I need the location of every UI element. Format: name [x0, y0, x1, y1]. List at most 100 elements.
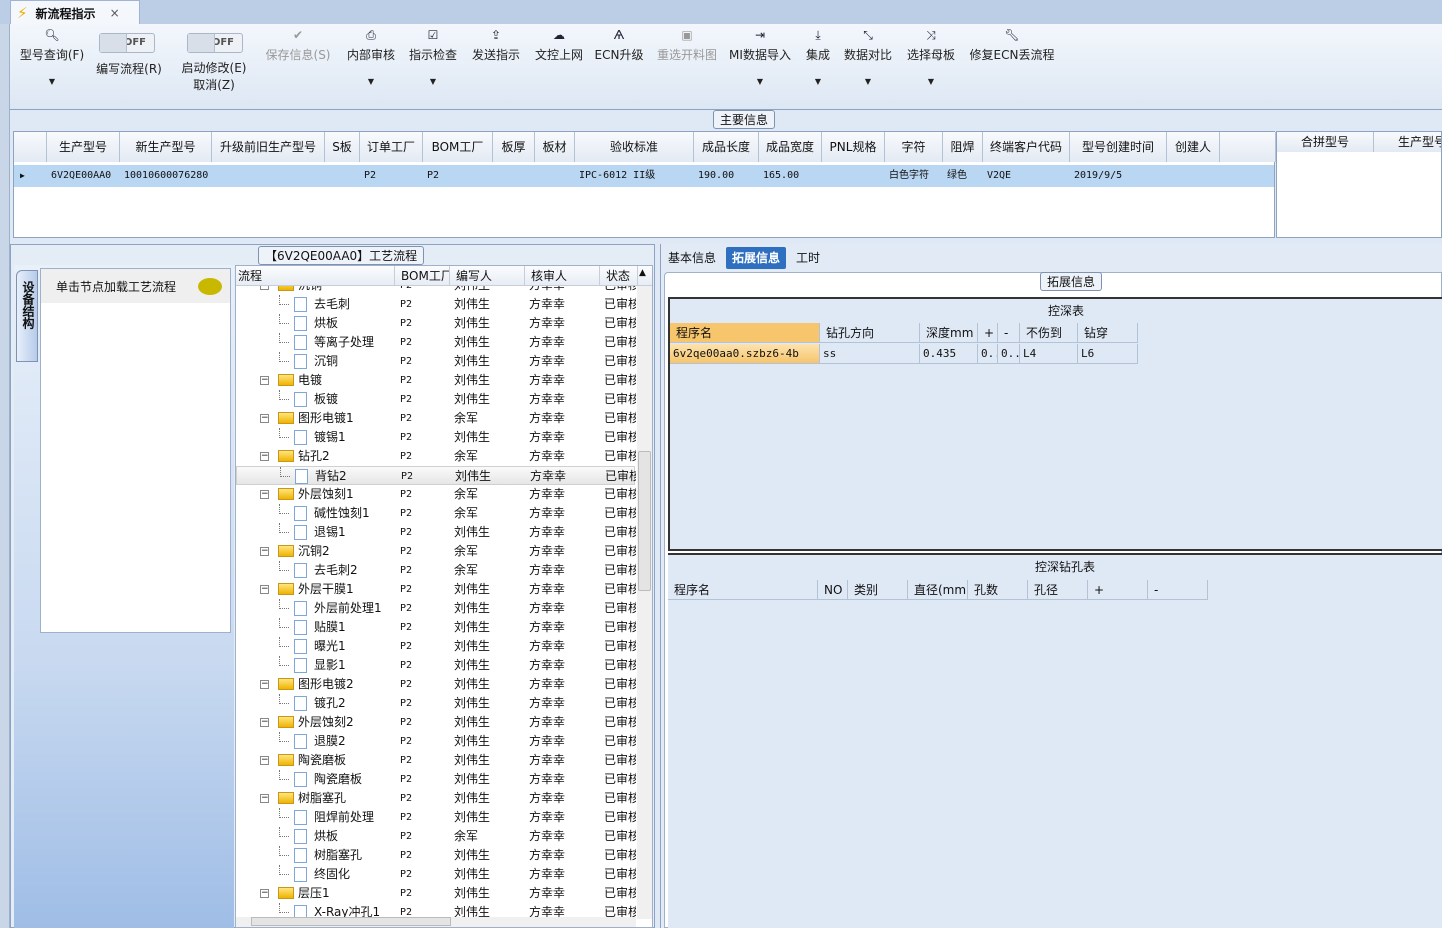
- selected-row[interactable]: [14, 165, 1274, 187]
- compare-button[interactable]: ⤡ 数据对比 ▼: [843, 28, 893, 86]
- column-header[interactable]: 不伤到: [1020, 323, 1078, 343]
- cell[interactable]: 6V2QE00AA0: [51, 170, 112, 181]
- tree-row[interactable]: 去毛刺 P2 刘伟生 方幸幸 已审核: [236, 295, 636, 314]
- collapse-icon[interactable]: −: [260, 679, 269, 689]
- tree-row[interactable]: − 沉铜 P2 刘伟生 方幸幸 已审核: [236, 286, 636, 295]
- column-header[interactable]: 程序名: [670, 323, 820, 343]
- tree-row[interactable]: 终固化 P2 刘伟生 方幸幸 已审核: [236, 865, 636, 884]
- cell[interactable]: 0..: [998, 344, 1020, 364]
- tree-row[interactable]: − 外层蚀刻2 P2 刘伟生 方幸幸 已审核: [236, 713, 636, 732]
- tree-row[interactable]: 烘板 P2 余军 方幸幸 已审核: [236, 827, 636, 846]
- tree-row[interactable]: 贴膜1 P2 刘伟生 方幸幸 已审核: [236, 618, 636, 637]
- tree-row[interactable]: − 电镀 P2 刘伟生 方幸幸 已审核: [236, 371, 636, 390]
- vertical-scrollbar[interactable]: [637, 266, 652, 919]
- scroll-up-icon[interactable]: ▲: [639, 268, 646, 278]
- tree-row[interactable]: 烘板 P2 刘伟生 方幸幸 已审核: [236, 314, 636, 333]
- tab-1[interactable]: 拓展信息: [726, 247, 787, 269]
- column-header[interactable]: 终端客户代码: [983, 132, 1070, 162]
- tree-row[interactable]: 板镀 P2 刘伟生 方幸幸 已审核: [236, 390, 636, 409]
- cell[interactable]: L6: [1078, 344, 1138, 364]
- column-header[interactable]: 钻穿: [1078, 323, 1138, 343]
- cell[interactable]: V2QE: [987, 170, 1012, 181]
- column-header[interactable]: NO: [818, 580, 848, 600]
- tree-row[interactable]: 外层前处理1 P2 刘伟生 方幸幸 已审核: [236, 599, 636, 618]
- close-icon[interactable]: ×: [109, 6, 120, 20]
- cell[interactable]: IPC-6012 II级: [579, 170, 656, 181]
- repair-ecn-button[interactable]: 🔧︎ 修复ECN丢流程: [969, 28, 1055, 62]
- cell[interactable]: 白色字符: [889, 170, 929, 181]
- column-header[interactable]: -: [998, 323, 1020, 343]
- cell[interactable]: [327, 165, 360, 187]
- collapse-icon[interactable]: −: [260, 793, 269, 803]
- collapse-icon[interactable]: −: [260, 584, 269, 594]
- collapse-icon[interactable]: −: [260, 755, 269, 765]
- collapse-icon[interactable]: −: [260, 717, 269, 727]
- query-button[interactable]: 🔍︎ 型号查询(F) ▼: [19, 28, 85, 86]
- tree-row[interactable]: 等离子处理 P2 刘伟生 方幸幸 已审核: [236, 333, 636, 352]
- column-header[interactable]: PNL规格: [822, 132, 885, 162]
- column-header[interactable]: 直径(mm): [908, 580, 968, 600]
- collapse-icon[interactable]: −: [260, 546, 269, 556]
- cell[interactable]: 2019/9/5: [1074, 170, 1123, 181]
- tree-row[interactable]: 树脂塞孔 P2 刘伟生 方幸幸 已审核: [236, 846, 636, 865]
- column-header[interactable]: 升级前旧生产型号: [212, 132, 325, 162]
- column-header[interactable]: 类别: [848, 580, 908, 600]
- tree-row[interactable]: 曝光1 P2 刘伟生 方幸幸 已审核: [236, 637, 636, 656]
- collapse-icon[interactable]: −: [260, 413, 269, 423]
- cell[interactable]: 0.435: [920, 344, 978, 364]
- tree-row[interactable]: 陶瓷磨板 P2 刘伟生 方幸幸 已审核: [236, 770, 636, 789]
- column-header[interactable]: 字符: [885, 132, 943, 162]
- ecn-upgrade-button[interactable]: Ѧ ECN升级: [594, 28, 644, 62]
- cell[interactable]: 165.00: [763, 170, 800, 181]
- tab-2[interactable]: 工时: [796, 251, 821, 265]
- column-header[interactable]: 编写人: [450, 266, 525, 286]
- column-header[interactable]: 验收标准: [575, 132, 694, 162]
- column-header[interactable]: BOM工厂: [395, 266, 450, 286]
- collapse-icon[interactable]: −: [260, 489, 269, 499]
- integrate-button[interactable]: ⤓ 集成 ▼: [805, 28, 831, 86]
- tree-row[interactable]: − 外层干膜1 P2 刘伟生 方幸幸 已审核: [236, 580, 636, 599]
- tree-row[interactable]: 碱性蚀刻1 P2 余军 方幸幸 已审核: [236, 504, 636, 523]
- column-header[interactable]: 核审人: [525, 266, 600, 286]
- internal-review-button[interactable]: ⎙ 内部审核 ▼: [346, 28, 396, 86]
- column-header[interactable]: -: [1148, 580, 1208, 600]
- cell[interactable]: [214, 165, 325, 187]
- tree-row[interactable]: 退锡1 P2 刘伟生 方幸幸 已审核: [236, 523, 636, 542]
- column-header[interactable]: 生产型号: [47, 132, 120, 162]
- cell[interactable]: [1169, 165, 1220, 187]
- cell[interactable]: [824, 165, 885, 187]
- tree-row[interactable]: X-Ray冲孔1 P2 刘伟生 方幸幸 已审核: [236, 903, 636, 919]
- column-header[interactable]: +: [978, 323, 998, 343]
- cell[interactable]: 10010600076280: [124, 170, 209, 181]
- column-header[interactable]: S板: [325, 132, 360, 162]
- tree-row[interactable]: 镀锡1 P2 刘伟生 方幸幸 已审核: [236, 428, 636, 447]
- tree-row[interactable]: − 陶瓷磨板 P2 刘伟生 方幸幸 已审核: [236, 751, 636, 770]
- tree-row[interactable]: 镀孔2 P2 刘伟生 方幸幸 已审核: [236, 694, 636, 713]
- horizontal-scrollbar[interactable]: [236, 917, 636, 927]
- tree-row[interactable]: − 图形电镀2 P2 刘伟生 方幸幸 已审核: [236, 675, 636, 694]
- device-tree[interactable]: 单击节点加载工艺流程: [40, 268, 231, 633]
- column-header[interactable]: 钻孔方向: [820, 323, 920, 343]
- cell[interactable]: ss: [820, 344, 920, 364]
- tree-row[interactable]: − 层压1 P2 刘伟生 方幸幸 已审核: [236, 884, 636, 903]
- tree-row[interactable]: 退膜2 P2 刘伟生 方幸幸 已审核: [236, 732, 636, 751]
- tree-row[interactable]: 显影1 P2 刘伟生 方幸幸 已审核: [236, 656, 636, 675]
- column-header[interactable]: 程序名: [668, 580, 818, 600]
- tree-row[interactable]: 去毛刺2 P2 余军 方幸幸 已审核: [236, 561, 636, 580]
- mi-import-button[interactable]: ⇥ MI数据导入 ▼: [729, 28, 791, 86]
- cell[interactable]: 0..: [978, 344, 998, 364]
- check-button[interactable]: ☑ 指示检查 ▼: [408, 28, 458, 86]
- reselect-button[interactable]: ▣ 重选开料图: [656, 28, 718, 62]
- cell[interactable]: P2: [364, 170, 377, 181]
- write-toggle[interactable]: OFF: [99, 33, 155, 53]
- column-header[interactable]: 阻焊: [943, 132, 983, 162]
- send-button[interactable]: ⇪ 发送指示: [471, 28, 521, 62]
- cell[interactable]: 绿色: [947, 170, 967, 181]
- column-header[interactable]: 板材: [535, 132, 575, 162]
- column-header[interactable]: 成品长度: [694, 132, 759, 162]
- tree-row[interactable]: 沉铜 P2 刘伟生 方幸幸 已审核: [236, 352, 636, 371]
- upload-button[interactable]: ☁ 文控上网: [534, 28, 584, 62]
- tree-row[interactable]: − 树脂塞孔 P2 刘伟生 方幸幸 已审核: [236, 789, 636, 808]
- column-header[interactable]: 状态: [600, 266, 638, 286]
